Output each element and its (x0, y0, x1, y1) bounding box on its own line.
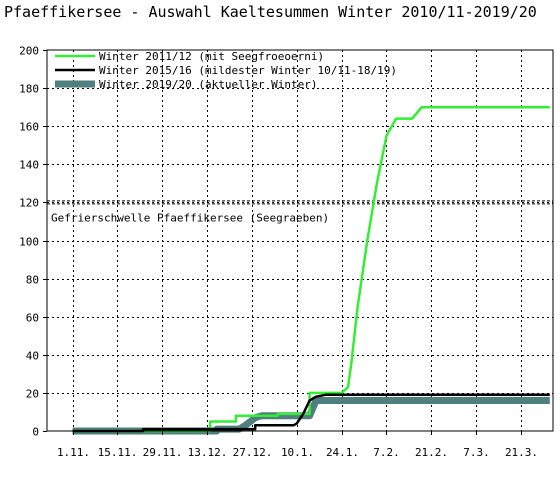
series-line (72, 105, 550, 433)
y-tick-label: 40 (26, 350, 39, 363)
y-tick-label: 180 (19, 83, 39, 96)
y-tick-label: 20 (26, 388, 39, 401)
x-tick-label: 7.2. (373, 446, 400, 459)
x-tick-label: 29.11. (143, 446, 183, 459)
series-lines (72, 105, 550, 435)
x-tick-label: 1.11. (57, 446, 90, 459)
legend-label: Winter 2019/20 (aktueller Winter) (99, 78, 318, 91)
legend-label: Winter 2011/12 (mit Seegfroeoerni) (99, 50, 324, 63)
x-tick-label: 21.3. (505, 446, 538, 459)
y-tick-label: 200 (19, 45, 39, 58)
y-tick-label: 120 (19, 197, 39, 210)
y-tick-label: 80 (26, 274, 39, 287)
series-line (72, 393, 550, 433)
axes: 0 20 40 60 80 100 120 140 160 180 200 1.11. 15.11. 29… (19, 45, 554, 459)
y-tick-label: 60 (26, 312, 39, 325)
grid-lines (47, 50, 553, 431)
legend: Winter 2011/12 (mit Seegfroeoerni)Winter… (55, 50, 397, 91)
chart-title: Pfaeffikersee - Auswahl Kaeltesummen Win… (4, 3, 537, 21)
y-tick-label: 0 (32, 426, 39, 439)
x-tick-label: 15.11. (98, 446, 138, 459)
y-tick-label: 100 (19, 236, 39, 249)
y-tick-label: 160 (19, 121, 39, 134)
x-tick-label: 21.2. (415, 446, 448, 459)
x-tick-label: 7.3. (463, 446, 490, 459)
legend-label: Winter 2015/16 (mildester Winter 10/11-1… (99, 64, 397, 77)
x-tick-label: 13.12. (188, 446, 228, 459)
x-tick-label: 27.12. (233, 446, 273, 459)
x-tick-label: 24.1. (326, 446, 359, 459)
x-tick-label: 10.1. (281, 446, 314, 459)
threshold: Gefrierschwelle Pfaeffikersee (Seegraebe… (47, 200, 553, 224)
y-tick-label: 140 (19, 159, 39, 172)
threshold-label: Gefrierschwelle Pfaeffikersee (Seegraebe… (51, 211, 329, 224)
plot-frame (46, 49, 554, 432)
series-line (72, 397, 550, 435)
